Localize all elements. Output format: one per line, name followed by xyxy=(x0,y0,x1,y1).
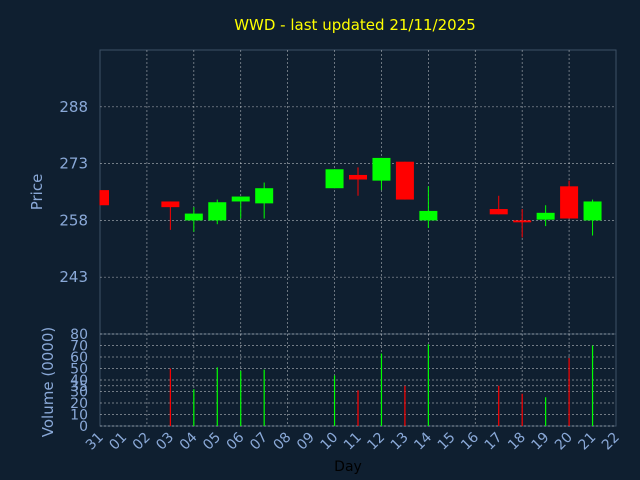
volume-tick-label: 50 xyxy=(70,362,88,378)
candle-body xyxy=(560,186,579,219)
volume-tick-label: 20 xyxy=(70,396,88,412)
candle-body xyxy=(231,196,250,202)
x-tick-label: 15 xyxy=(435,430,459,454)
x-tick-label: 10 xyxy=(317,430,341,454)
candle-body xyxy=(583,201,602,221)
candles xyxy=(99,157,602,238)
volume-tick-label: 0 xyxy=(79,419,88,435)
candle-body xyxy=(100,190,109,206)
x-tick-label: 09 xyxy=(294,430,318,454)
x-tick-label: 05 xyxy=(200,430,224,454)
volume-tick-label: 70 xyxy=(70,339,88,355)
candle-body xyxy=(349,174,367,180)
x-tick-label: 21 xyxy=(575,430,599,454)
candle-body xyxy=(513,220,532,223)
volume-tick-label: 10 xyxy=(70,408,88,424)
volume-tick-label: 35 xyxy=(70,379,88,395)
price-tick-label: 258 xyxy=(59,211,88,229)
x-tick-label: 01 xyxy=(106,430,130,454)
x-tick-label: 17 xyxy=(482,430,506,454)
volume-tick-label: 80 xyxy=(70,327,88,343)
x-tick-label: 04 xyxy=(177,429,201,453)
x-tick-label: 11 xyxy=(341,430,365,454)
day-axis-label: Day xyxy=(334,459,362,475)
x-tick-label: 18 xyxy=(505,430,529,454)
price-tick-label: 243 xyxy=(59,268,88,286)
price-tick-label: 273 xyxy=(59,155,88,173)
x-tick-label: 22 xyxy=(599,430,623,454)
price-tick-label: 288 xyxy=(59,98,88,116)
x-tick-label: 16 xyxy=(458,429,482,453)
x-tick-label: 06 xyxy=(224,429,248,453)
price-axis-label: Price xyxy=(28,174,46,211)
chart-title: WWD - last updated 21/11/2025 xyxy=(234,16,476,34)
candle-body xyxy=(184,213,203,221)
candle-body xyxy=(395,161,414,200)
candle-body xyxy=(489,209,508,215)
x-tick-label: 14 xyxy=(411,429,435,453)
x-tick-label: 07 xyxy=(247,430,271,454)
volume-tick-label: 30 xyxy=(70,385,88,401)
candle-body xyxy=(255,188,274,204)
volume-tick-label: 40 xyxy=(70,373,88,389)
candle-body xyxy=(161,201,180,208)
candle-body xyxy=(208,202,227,221)
candle-body xyxy=(419,210,438,221)
x-tick-label: 08 xyxy=(271,430,295,454)
x-tick-label: 19 xyxy=(529,430,553,454)
volume-tick-label: 60 xyxy=(70,350,88,366)
candle-body xyxy=(536,212,555,220)
volume-bars xyxy=(169,344,594,426)
volume-axis-label: Volume (0000) xyxy=(39,327,57,437)
x-tick-label: 20 xyxy=(552,430,576,454)
candle-body xyxy=(325,169,344,189)
price-ticks: 243 258 273 288 xyxy=(59,98,88,286)
x-tick-label: 03 xyxy=(153,430,177,454)
x-tick-label: 12 xyxy=(364,430,388,454)
x-tick-label: 02 xyxy=(130,430,154,454)
x-ticks: 31 01 02 03 04 05 06 07 08 09 10 11 12 13 14 15 16 17 18 19… xyxy=(83,429,623,453)
x-tick-label: 13 xyxy=(388,430,412,454)
candle-body xyxy=(372,157,391,181)
volume-grid xyxy=(99,333,617,427)
